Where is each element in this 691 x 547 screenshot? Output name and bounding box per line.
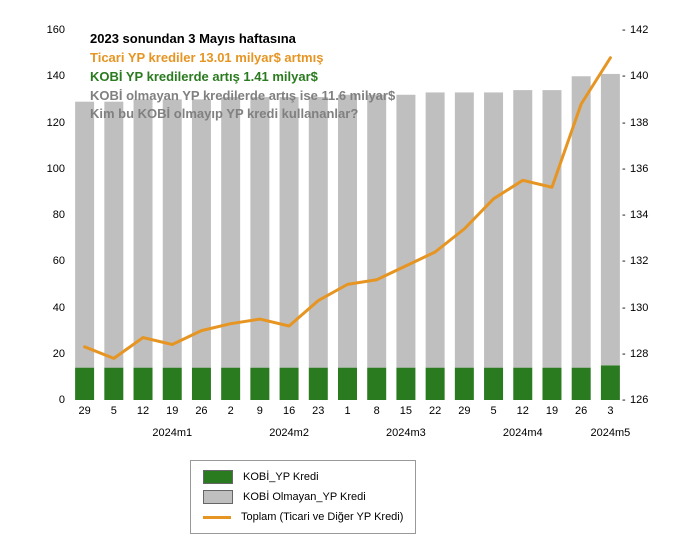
legend-label: KOBİ Olmayan_YP Kredi [243, 491, 366, 503]
bar-grey [309, 97, 328, 368]
legend: KOBİ_YP Kredi KOBİ Olmayan_YP Kredi Toplam… [190, 460, 416, 534]
bar-grey [513, 90, 532, 368]
legend-item: Toplam (Ticari ve Diğer YP Kredi) [203, 507, 403, 527]
x-tick: 1 [344, 405, 350, 417]
y-left-tick: 40 [0, 302, 65, 314]
y-right-tick: 138 [630, 117, 685, 129]
y-right-tick: 132 [630, 255, 685, 267]
bar-green [104, 368, 123, 400]
bar-green [513, 368, 532, 400]
plot-svg [70, 30, 625, 400]
y-right-tick: 128 [630, 348, 685, 360]
x-tick: 16 [283, 405, 295, 417]
legend-swatch [203, 490, 233, 504]
x-tick: 26 [195, 405, 207, 417]
bar-grey [75, 102, 94, 368]
bar-green [426, 368, 445, 400]
bar-grey [134, 99, 153, 367]
x-group: 2024m3 [386, 427, 426, 439]
bar-grey [601, 74, 620, 365]
stacked-bars [75, 74, 620, 400]
legend-item: KOBİ_YP Kredi [203, 467, 403, 487]
x-tick: 12 [517, 405, 529, 417]
legend-label: KOBİ_YP Kredi [243, 471, 319, 483]
bar-grey [338, 95, 357, 368]
x-group: 2024m4 [503, 427, 543, 439]
bar-grey [396, 95, 415, 368]
legend-line-icon [203, 516, 231, 519]
x-tick: 2 [228, 405, 234, 417]
y-right-tick: 140 [630, 70, 685, 82]
bar-green [542, 368, 561, 400]
bar-green [280, 368, 299, 400]
x-tick: 29 [78, 405, 90, 417]
x-tick: 26 [575, 405, 587, 417]
bar-green [309, 368, 328, 400]
x-tick: 9 [257, 405, 263, 417]
bar-green [484, 368, 503, 400]
y-left-tick: 60 [0, 255, 65, 267]
y-right-tick: 142 [630, 24, 685, 36]
x-tick: 15 [400, 405, 412, 417]
bar-grey [192, 99, 211, 367]
y-left-tick: 140 [0, 70, 65, 82]
y-axis-left: 020406080100120140160 [0, 30, 65, 400]
x-tick: 8 [374, 405, 380, 417]
bar-green [455, 368, 474, 400]
y-left-tick: 80 [0, 209, 65, 221]
x-tick: 19 [546, 405, 558, 417]
bar-green [250, 368, 269, 400]
bar-grey [221, 97, 240, 368]
legend-swatch [203, 470, 233, 484]
y-right-tick: 126 [630, 394, 685, 406]
bar-green [192, 368, 211, 400]
bar-green [572, 368, 591, 400]
x-tick: 5 [111, 405, 117, 417]
x-group: 2024m1 [152, 427, 192, 439]
x-group: 2024m2 [269, 427, 309, 439]
bar-green [601, 365, 620, 400]
x-tick: 23 [312, 405, 324, 417]
bar-grey [542, 90, 561, 368]
y-left-tick: 100 [0, 163, 65, 175]
x-tick: 29 [458, 405, 470, 417]
bar-grey [484, 92, 503, 367]
bar-green [221, 368, 240, 400]
bar-grey [250, 97, 269, 368]
y-axis-right: 126128130132134136138140142 [630, 30, 685, 400]
x-tick: 3 [607, 405, 613, 417]
y-left-tick: 20 [0, 348, 65, 360]
y-right-tick: 134 [630, 209, 685, 221]
x-axis-labels: 2951219262916231815222951219263 [70, 405, 625, 423]
x-axis-group-labels: 2024m12024m22024m32024m42024m5 [70, 427, 625, 445]
bar-grey [367, 95, 386, 368]
bar-green [338, 368, 357, 400]
y-right-tick: 130 [630, 302, 685, 314]
chart [70, 30, 625, 400]
x-tick: 22 [429, 405, 441, 417]
legend-item: KOBİ Olmayan_YP Kredi [203, 487, 403, 507]
y-left-tick: 120 [0, 117, 65, 129]
y-right-tick: 136 [630, 163, 685, 175]
bar-green [163, 368, 182, 400]
bar-green [75, 368, 94, 400]
bar-green [367, 368, 386, 400]
bar-grey [163, 99, 182, 367]
x-tick: 5 [490, 405, 496, 417]
x-group: 2024m5 [591, 427, 631, 439]
bar-green [134, 368, 153, 400]
y-left-tick: 0 [0, 394, 65, 406]
bar-green [396, 368, 415, 400]
x-tick: 12 [137, 405, 149, 417]
legend-label: Toplam (Ticari ve Diğer YP Kredi) [241, 511, 403, 523]
bar-grey [426, 92, 445, 367]
x-tick: 19 [166, 405, 178, 417]
bar-grey [104, 102, 123, 368]
y-left-tick: 160 [0, 24, 65, 36]
